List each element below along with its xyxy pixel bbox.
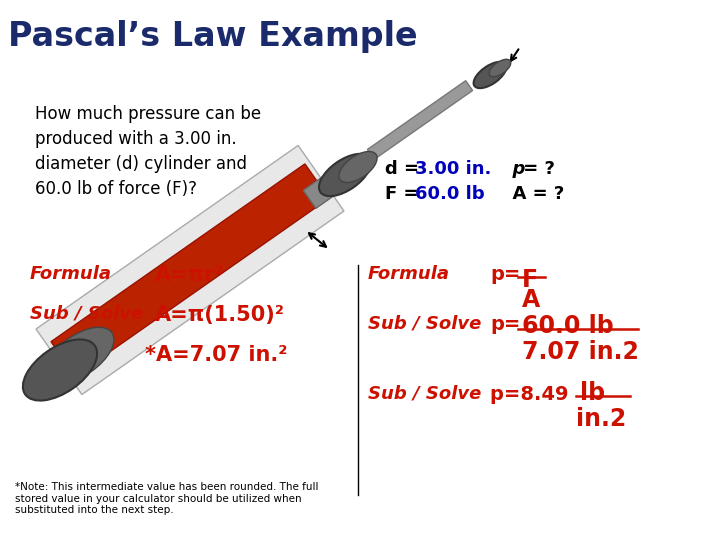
Text: *Note: This intermediate value has been rounded. The full
stored value in your c: *Note: This intermediate value has been … [15, 482, 318, 515]
Text: lb: lb [580, 381, 605, 405]
Text: F =: F = [385, 185, 425, 203]
Ellipse shape [339, 152, 377, 183]
Text: A=π(1.50)²: A=π(1.50)² [155, 305, 285, 325]
Text: 3.00 in.: 3.00 in. [415, 160, 491, 178]
Text: p: p [500, 160, 526, 178]
Polygon shape [303, 161, 357, 208]
Polygon shape [36, 145, 344, 395]
Ellipse shape [23, 340, 97, 401]
Text: in.2: in.2 [576, 407, 626, 431]
Text: d =: d = [385, 160, 426, 178]
Text: 60.0 lb: 60.0 lb [415, 185, 485, 203]
Ellipse shape [46, 327, 114, 383]
Text: F: F [522, 268, 538, 292]
Text: 60.0 lb: 60.0 lb [522, 314, 613, 338]
Text: Pascal’s Law Example: Pascal’s Law Example [8, 20, 418, 53]
Text: Sub / Solve: Sub / Solve [368, 385, 482, 403]
Ellipse shape [489, 59, 510, 77]
Text: p=: p= [490, 315, 521, 334]
Text: Formula: Formula [368, 265, 450, 283]
Text: 7.07 in.2: 7.07 in.2 [522, 340, 639, 364]
Polygon shape [51, 164, 329, 376]
Text: A=πr²: A=πr² [155, 265, 225, 285]
Text: A = ?: A = ? [500, 185, 564, 203]
Text: p=8.49: p=8.49 [490, 385, 575, 404]
Text: Sub / Solve: Sub / Solve [30, 305, 143, 323]
Text: p=: p= [490, 265, 521, 284]
Text: A: A [522, 288, 540, 312]
Text: Sub / Solve: Sub / Solve [368, 315, 482, 333]
Text: = ?: = ? [517, 160, 555, 178]
Ellipse shape [319, 154, 371, 196]
Polygon shape [367, 80, 472, 159]
Text: How much pressure can be
produced with a 3.00 in.
diameter (d) cylinder and
60.0: How much pressure can be produced with a… [35, 105, 261, 198]
Ellipse shape [474, 62, 506, 88]
Text: *A=7.07 in.²: *A=7.07 in.² [145, 345, 287, 365]
Text: Formula: Formula [30, 265, 112, 283]
